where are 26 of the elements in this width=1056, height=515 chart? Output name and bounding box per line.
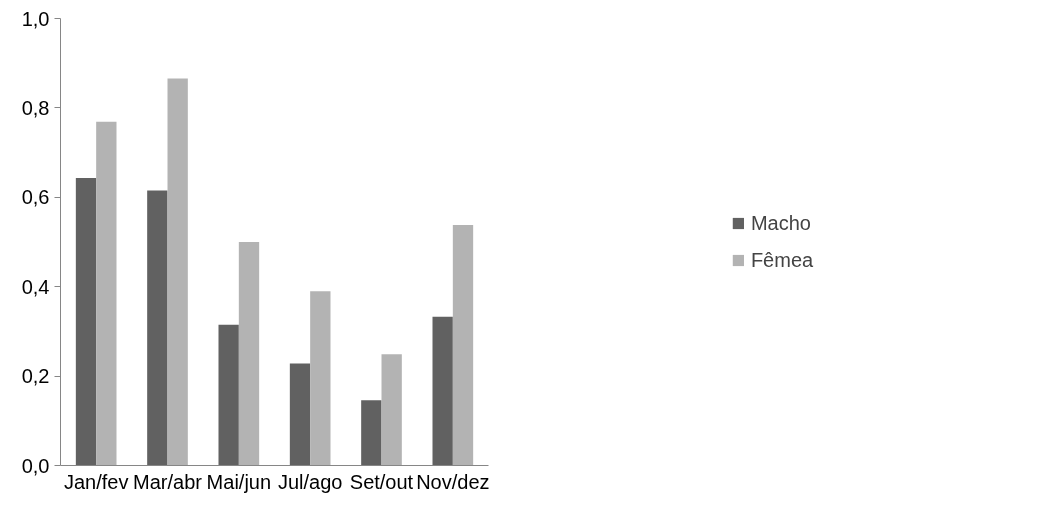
bar <box>167 78 188 466</box>
y-tick-label: 1,0 <box>21 7 50 30</box>
bar <box>96 121 117 466</box>
bar <box>361 400 382 466</box>
y-tick-label: 0,2 <box>21 365 50 388</box>
bar <box>310 291 331 466</box>
bar <box>75 178 97 466</box>
x-tick-label: Jul/ago <box>277 470 343 493</box>
y-tick-label: 0,0 <box>21 454 50 477</box>
bar <box>452 225 474 466</box>
bar <box>147 190 168 466</box>
bar <box>238 242 260 466</box>
y-tick-label: 0,8 <box>21 96 50 119</box>
bar <box>432 316 453 466</box>
y-tick-label: 0,4 <box>21 275 50 298</box>
y-tick-label: 0,6 <box>21 186 50 209</box>
bar <box>381 354 402 466</box>
bar <box>218 324 239 466</box>
x-tick-label: Nov/dez <box>416 470 490 493</box>
x-tick-label: Mar/abr <box>133 470 203 493</box>
x-tick-label: Mai/jun <box>206 470 272 493</box>
legend-label: Macho <box>750 211 811 235</box>
legend-label: Fêmea <box>750 248 814 272</box>
bar <box>289 363 311 466</box>
x-tick-label: Jan/fev <box>63 470 129 493</box>
x-tick-label: Set/out <box>349 470 414 493</box>
